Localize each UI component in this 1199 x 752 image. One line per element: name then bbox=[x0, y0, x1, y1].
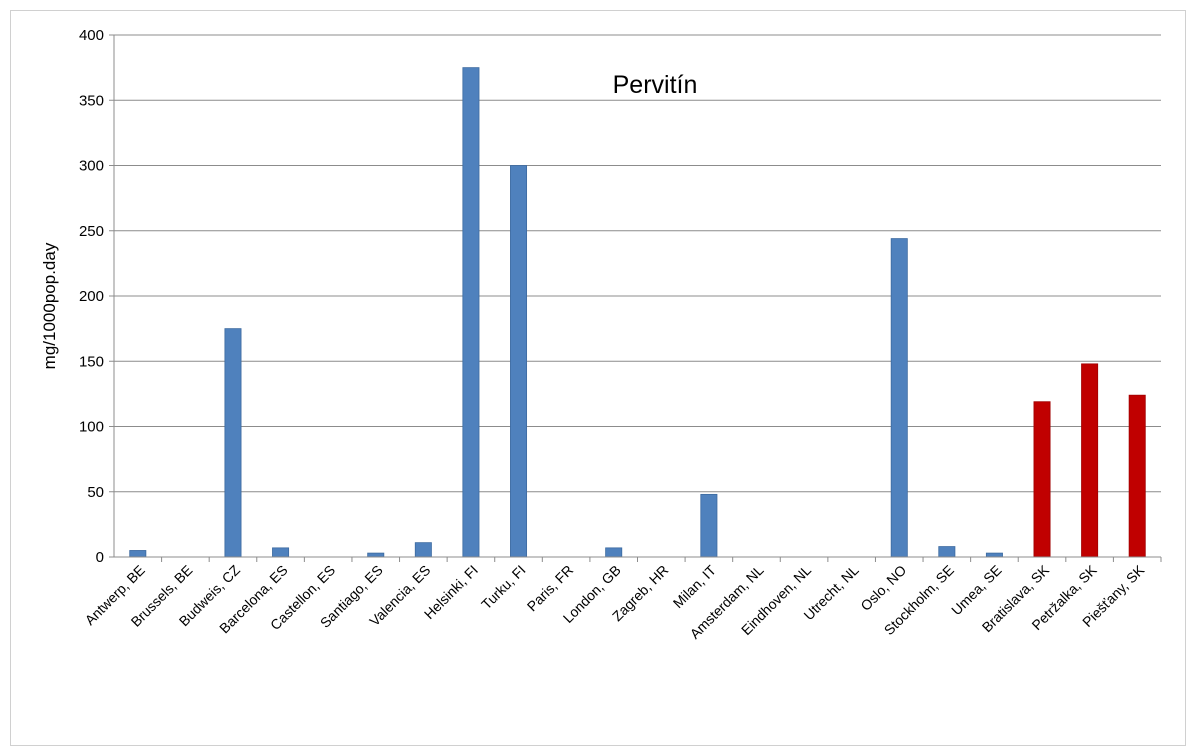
bar-antwerp-be bbox=[129, 550, 147, 558]
bar-chart: 0 50 100 150 200 250 300 350 400 Antwerp, BEBrus… bbox=[40, 27, 1162, 642]
bar-petr-alka-sk bbox=[1081, 363, 1099, 558]
y-tick-label: 300 bbox=[79, 158, 104, 175]
chart-title: Pervitín bbox=[613, 71, 698, 99]
y-tick-label: 200 bbox=[79, 288, 104, 305]
bar-barcelona-es bbox=[272, 547, 290, 558]
y-tick-label: 150 bbox=[79, 353, 104, 370]
bar-umea-se bbox=[985, 552, 1003, 558]
gridlines bbox=[114, 34, 1161, 493]
y-tick-labels: 0 50 100 150 200 250 300 350 400 bbox=[79, 27, 104, 566]
bar-london-gb bbox=[605, 547, 623, 558]
x-tick-label: Turku, FI bbox=[478, 562, 529, 613]
bar-santiago-es bbox=[367, 552, 385, 558]
bar-stockholm-se bbox=[938, 546, 956, 558]
chart-frame: 0 50 100 150 200 250 300 350 400 Antwerp, BE Brus… bbox=[10, 10, 1186, 746]
bars bbox=[129, 67, 1146, 558]
y-tick-label: 100 bbox=[79, 419, 104, 436]
x-tick-label: Milan, IT bbox=[670, 561, 720, 611]
bar-oslo-no bbox=[890, 238, 908, 558]
axes bbox=[109, 34, 1162, 562]
y-axis-label: mg/1000pop.day bbox=[40, 242, 59, 369]
bar-bratislava-sk bbox=[1033, 401, 1051, 558]
bar-milan-it bbox=[700, 493, 718, 558]
y-tick-label: 0 bbox=[96, 549, 104, 566]
y-tick-label: 50 bbox=[87, 484, 104, 501]
bar-budweis-cz bbox=[224, 328, 242, 558]
bar-valencia-es bbox=[414, 542, 432, 558]
bar-pie-any-sk bbox=[1128, 394, 1146, 558]
y-tick-label: 250 bbox=[79, 223, 104, 240]
bar-helsinki-fi bbox=[462, 67, 480, 558]
bar-turku-fi bbox=[510, 165, 528, 558]
y-tick-label: 350 bbox=[79, 92, 104, 109]
y-tick-label: 400 bbox=[79, 27, 104, 44]
